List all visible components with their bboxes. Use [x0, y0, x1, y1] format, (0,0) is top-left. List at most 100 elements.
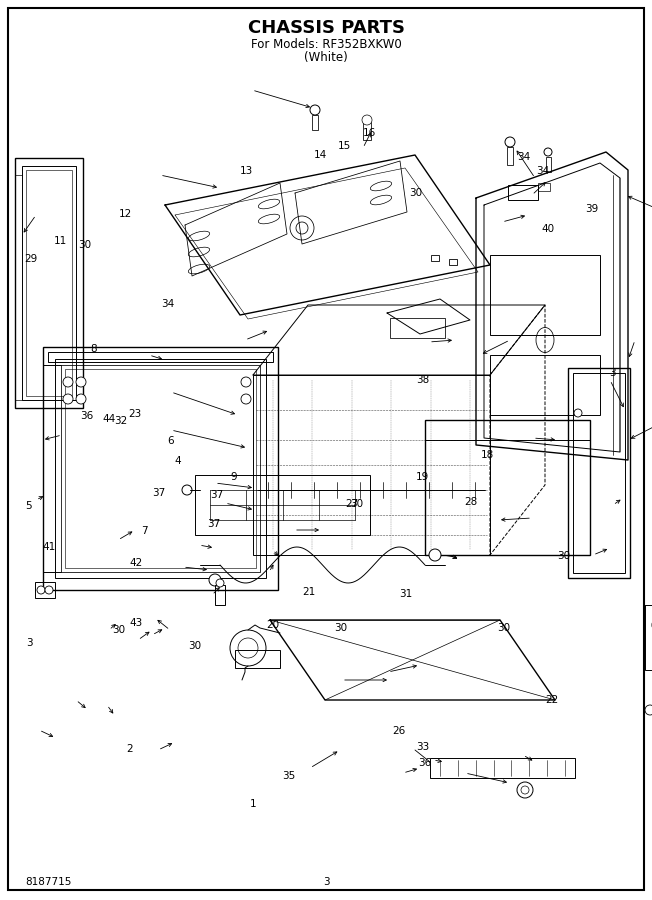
Text: 9: 9: [230, 472, 237, 482]
Text: 26: 26: [393, 725, 406, 736]
Text: 30: 30: [112, 625, 125, 635]
Text: 5: 5: [25, 500, 31, 511]
Circle shape: [63, 394, 73, 404]
Text: 30: 30: [188, 641, 201, 652]
Circle shape: [230, 630, 266, 666]
Text: 33: 33: [416, 742, 429, 752]
Text: 32: 32: [114, 416, 127, 427]
Text: 18: 18: [481, 449, 494, 460]
Text: 8187715: 8187715: [25, 877, 71, 887]
Text: 23: 23: [128, 409, 141, 419]
Bar: [390, 318, 445, 338]
Bar: [35, 582, 55, 598]
Text: 40: 40: [541, 224, 554, 235]
Text: 1: 1: [250, 798, 256, 809]
Text: 27: 27: [346, 499, 359, 509]
Bar: [431, 255, 439, 261]
Text: 3: 3: [610, 368, 616, 379]
Text: 21: 21: [302, 587, 315, 598]
Text: 30: 30: [350, 499, 363, 509]
Circle shape: [63, 377, 73, 387]
Circle shape: [76, 394, 86, 404]
Text: 22: 22: [546, 695, 559, 706]
Bar: [235, 650, 280, 668]
Bar: [645, 605, 652, 670]
Text: 3: 3: [26, 638, 33, 649]
Bar: [507, 147, 513, 165]
Bar: [253, 375, 490, 555]
Text: 30: 30: [557, 551, 570, 562]
Text: 13: 13: [240, 166, 253, 176]
Text: 11: 11: [54, 236, 67, 247]
Text: (White): (White): [304, 51, 348, 65]
Text: 42: 42: [129, 557, 142, 568]
Circle shape: [429, 549, 441, 561]
Text: 19: 19: [416, 472, 429, 482]
Text: 30: 30: [497, 623, 511, 634]
Bar: [538, 183, 550, 191]
Text: 41: 41: [42, 542, 55, 553]
Bar: [546, 157, 551, 172]
Text: 37: 37: [152, 488, 165, 499]
Circle shape: [238, 638, 258, 658]
Bar: [65, 369, 256, 568]
Text: 34: 34: [537, 166, 550, 176]
Text: 31: 31: [400, 589, 413, 599]
Text: 39: 39: [585, 203, 598, 214]
Bar: [43, 347, 278, 590]
Text: 36: 36: [80, 410, 93, 421]
Circle shape: [645, 705, 652, 715]
Circle shape: [362, 115, 372, 125]
Bar: [430, 758, 575, 778]
Circle shape: [544, 148, 552, 156]
Text: 30: 30: [409, 188, 422, 199]
Text: 43: 43: [129, 617, 142, 628]
Bar: [490, 355, 600, 415]
Circle shape: [241, 377, 251, 387]
Bar: [215, 585, 225, 605]
Circle shape: [182, 485, 192, 495]
Bar: [449, 259, 457, 265]
Bar: [490, 255, 600, 335]
Text: 3: 3: [323, 877, 329, 887]
Circle shape: [290, 216, 314, 240]
Bar: [425, 420, 590, 555]
Text: 8: 8: [90, 344, 96, 355]
Bar: [195, 475, 370, 535]
Bar: [508, 185, 538, 200]
Bar: [573, 373, 625, 573]
Text: 37: 37: [207, 518, 220, 529]
Bar: [22, 166, 76, 400]
Text: 28: 28: [464, 497, 477, 508]
Text: 4: 4: [174, 455, 181, 466]
Circle shape: [76, 377, 86, 387]
Text: 30: 30: [78, 239, 91, 250]
Circle shape: [574, 409, 582, 417]
Text: 15: 15: [338, 140, 351, 151]
Text: 16: 16: [363, 128, 376, 139]
Text: 6: 6: [168, 436, 174, 446]
Bar: [15, 158, 83, 408]
Text: 12: 12: [119, 209, 132, 220]
Bar: [26, 170, 72, 396]
Text: 34: 34: [517, 152, 530, 163]
Circle shape: [216, 579, 224, 587]
Text: 14: 14: [314, 149, 327, 160]
Text: 7: 7: [141, 526, 148, 536]
Text: CHASSIS PARTS: CHASSIS PARTS: [248, 19, 404, 37]
Text: 37: 37: [211, 490, 224, 500]
Text: 36: 36: [419, 758, 432, 769]
Text: 38: 38: [416, 374, 429, 385]
Bar: [55, 359, 266, 578]
Circle shape: [505, 137, 515, 147]
Circle shape: [45, 586, 53, 594]
Text: 29: 29: [25, 254, 38, 265]
Text: 2: 2: [126, 743, 132, 754]
Text: For Models: RF352BXKW0: For Models: RF352BXKW0: [250, 39, 402, 51]
Text: 20: 20: [266, 620, 279, 631]
Circle shape: [241, 394, 251, 404]
Text: 35: 35: [282, 770, 295, 781]
Circle shape: [296, 222, 308, 234]
Bar: [312, 115, 318, 130]
Circle shape: [310, 105, 320, 115]
